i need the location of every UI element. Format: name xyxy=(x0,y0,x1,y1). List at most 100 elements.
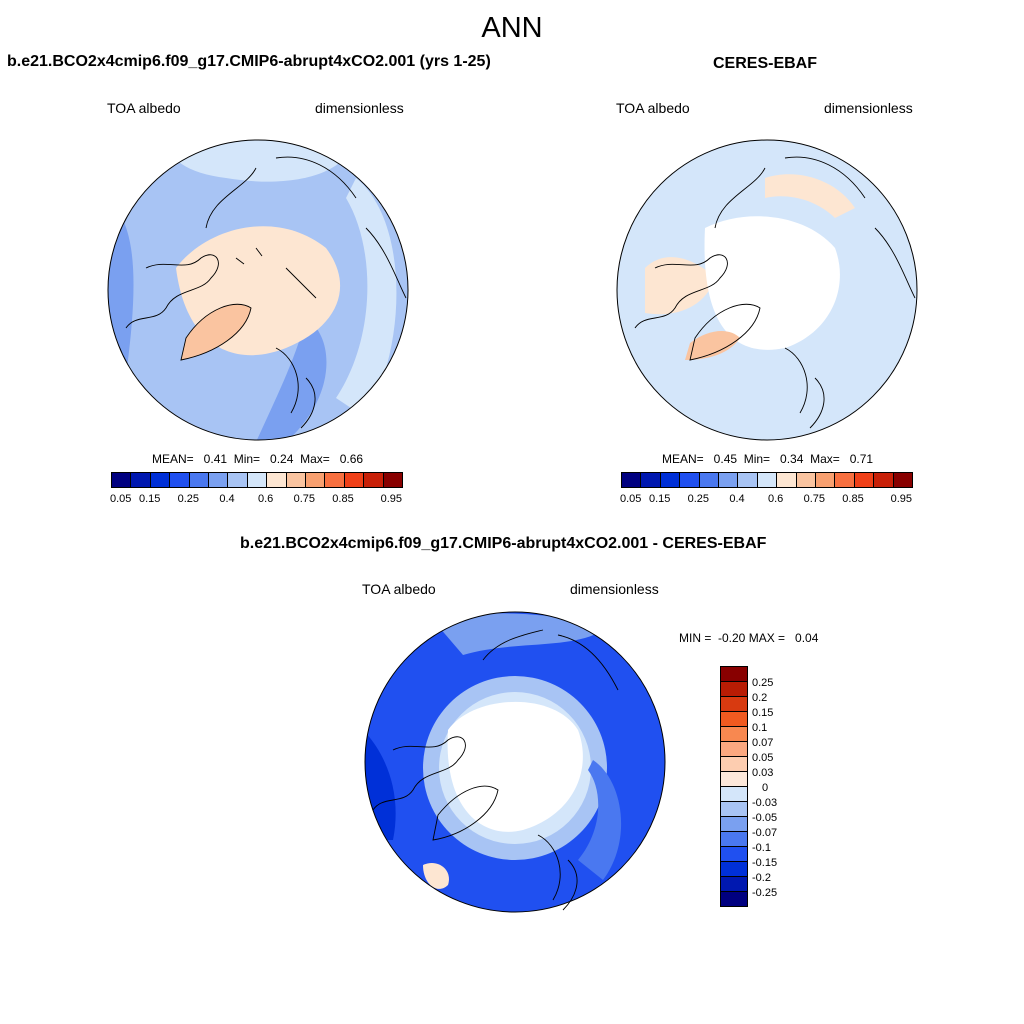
obs-colorbar-box xyxy=(893,473,913,487)
diff-colorbar-tick-label: 0.07 xyxy=(752,737,774,749)
diff-colorbar-tick-label: -0.05 xyxy=(752,812,778,824)
obs-colorbar-tick-label: 0.05 xyxy=(619,493,642,505)
model-field-low-scandinavia xyxy=(256,318,327,440)
diff-colorbar-box xyxy=(721,877,747,892)
diff-colorbar xyxy=(720,666,748,907)
model-colorbar-tick-label: 0.15 xyxy=(138,493,161,505)
diff-map-border xyxy=(364,611,666,913)
model-map-border xyxy=(107,139,409,441)
diff-colorbar-tick-label: 0 xyxy=(762,782,769,794)
diff-colorbar-tick-label: 0.1 xyxy=(752,722,768,734)
obs-colorbar-box xyxy=(757,473,778,487)
obs-stats: MEAN= 0.45 Min= 0.34 Max= 0.71 xyxy=(662,452,874,466)
diff-colorbar-box xyxy=(721,817,747,832)
model-colorbar-box xyxy=(364,473,384,487)
model-colorbar-box xyxy=(112,473,132,487)
obs-colorbar-tick-label: 0.75 xyxy=(803,493,826,505)
model-colorbar-box xyxy=(383,473,403,487)
model-stats: MEAN= 0.41 Min= 0.24 Max= 0.66 xyxy=(152,452,364,466)
model-colorbar-tick-label: 0.6 xyxy=(258,493,274,505)
model-colorbar-box xyxy=(189,473,210,487)
model-colorbar-box xyxy=(344,473,365,487)
obs-colorbar-box xyxy=(738,473,758,487)
model-colorbar-box xyxy=(209,473,229,487)
diff-colorbar-box xyxy=(721,667,747,682)
diff-colorbar-box xyxy=(721,847,747,862)
diff-colorbar-box xyxy=(721,787,747,802)
diff-variable-label: TOA albedo xyxy=(362,581,436,597)
obs-colorbar-box xyxy=(796,473,817,487)
model-colorbar xyxy=(111,472,403,488)
obs-coastlines xyxy=(634,156,916,429)
diff-colorbar-tick-label: -0.15 xyxy=(752,857,778,869)
model-colorbar-tick-label: 0.4 xyxy=(219,493,235,505)
diff-colorbar-box xyxy=(721,892,747,906)
diff-colorbar-tick-label: 0.05 xyxy=(752,752,774,764)
diff-coastlines xyxy=(372,629,619,911)
model-field-greenland xyxy=(181,304,251,360)
obs-colorbar-tick-label: 0.85 xyxy=(842,493,864,505)
model-polar-map xyxy=(107,139,409,441)
diff-colorbar-box xyxy=(721,757,747,772)
obs-colorbar-box xyxy=(835,473,855,487)
diff-field-positive-patch xyxy=(423,862,449,889)
model-colorbar-tick-label: 0.95 xyxy=(380,493,403,505)
obs-field-canada xyxy=(645,257,715,315)
diff-colorbar-box xyxy=(721,697,747,712)
obs-colorbar-box xyxy=(777,473,797,487)
diff-colorbar-tick-label: 0.03 xyxy=(752,767,774,779)
obs-units-label: dimensionless xyxy=(824,100,913,116)
diff-field-north xyxy=(433,613,603,655)
diff-panel-title: b.e21.BCO2x4cmip6.f09_g17.CMIP6-abrupt4x… xyxy=(240,535,767,552)
obs-colorbar-box xyxy=(874,473,894,487)
obs-colorbar-box xyxy=(680,473,700,487)
diff-polar-map xyxy=(364,611,666,913)
obs-colorbar xyxy=(621,472,913,488)
diff-colorbar-box xyxy=(721,862,747,877)
model-colorbar-box xyxy=(150,473,171,487)
model-colorbar-box xyxy=(325,473,345,487)
diff-colorbar-tick-label: 0.15 xyxy=(752,707,774,719)
model-colorbar-box xyxy=(306,473,326,487)
model-colorbar-box xyxy=(228,473,248,487)
diff-colorbar-tick-label: 0.25 xyxy=(752,677,774,689)
model-field-mid-east xyxy=(336,178,397,418)
diff-colorbar-tick-label: -0.03 xyxy=(752,797,778,809)
obs-variable-label: TOA albedo xyxy=(616,100,690,116)
obs-colorbar-tick-label: 0.25 xyxy=(687,493,710,505)
figure-title: ANN xyxy=(481,12,543,44)
diff-colorbar-tick-label: 0.2 xyxy=(752,692,768,704)
model-colorbar-box xyxy=(131,473,151,487)
diff-colorbar-box xyxy=(721,832,747,847)
diff-field-missing-arctic xyxy=(447,701,583,832)
obs-colorbar-box xyxy=(816,473,836,487)
model-units-label: dimensionless xyxy=(315,100,404,116)
obs-map-border xyxy=(616,139,918,441)
model-colorbar-box xyxy=(170,473,190,487)
obs-panel-title: CERES-EBAF xyxy=(713,55,818,72)
diff-units-label: dimensionless xyxy=(570,581,659,597)
model-colorbar-box xyxy=(267,473,287,487)
diff-field-scandinavia xyxy=(578,760,622,880)
model-colorbar-box xyxy=(286,473,307,487)
obs-field-missing-arctic xyxy=(704,216,840,350)
obs-colorbar-tick-label: 0.95 xyxy=(890,493,913,505)
diff-stats: MIN = -0.20 MAX = 0.04 xyxy=(679,631,819,645)
model-colorbar-ticks: 0.05 0.15 0.25 0.4 0.6 0.75 0.85 0.95 xyxy=(109,493,403,507)
model-colorbar-tick-label: 0.75 xyxy=(293,493,316,505)
obs-field-greenland xyxy=(685,331,740,360)
diff-colorbar-tick-label: -0.07 xyxy=(752,827,778,839)
diff-colorbar-box xyxy=(721,682,747,697)
model-colorbar-tick-label: 0.05 xyxy=(109,493,132,505)
model-panel-title: b.e21.BCO2x4cmip6.f09_g17.CMIP6-abrupt4x… xyxy=(7,53,491,70)
obs-colorbar-box xyxy=(641,473,661,487)
model-colorbar-tick-label: 0.85 xyxy=(332,493,354,505)
obs-field-siberia xyxy=(765,174,855,218)
diff-colorbar-box xyxy=(721,712,747,727)
obs-colorbar-box xyxy=(719,473,739,487)
diff-colorbar-tick-label: -0.1 xyxy=(752,842,771,854)
diff-colorbar-box xyxy=(721,772,747,787)
model-colorbar-box xyxy=(247,473,268,487)
obs-colorbar-ticks: 0.05 0.15 0.25 0.4 0.6 0.75 0.85 0.95 xyxy=(619,493,913,507)
diff-colorbar-box xyxy=(721,802,747,817)
